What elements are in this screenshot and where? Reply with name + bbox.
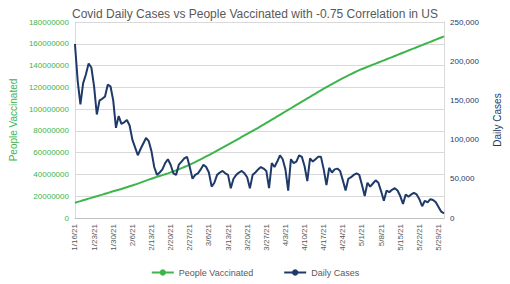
svg-text:2/13/21: 2/13/21 — [147, 223, 156, 250]
svg-text:50,000: 50,000 — [450, 174, 475, 183]
svg-text:1/30/21: 1/30/21 — [109, 223, 118, 250]
svg-text:100000000: 100000000 — [29, 105, 70, 114]
svg-text:80000000: 80000000 — [33, 126, 69, 135]
svg-text:4/10/21: 4/10/21 — [300, 223, 309, 250]
svg-text:5/1/21: 5/1/21 — [357, 223, 366, 246]
svg-text:1/16/21: 1/16/21 — [70, 223, 79, 250]
svg-text:3/27/21: 3/27/21 — [262, 223, 271, 250]
svg-text:Daily Cases: Daily Cases — [492, 93, 503, 146]
svg-text:5/22/21: 5/22/21 — [415, 223, 424, 250]
svg-text:5/8/21: 5/8/21 — [377, 223, 386, 246]
svg-text:4/24/21: 4/24/21 — [338, 223, 347, 250]
svg-text:People Vaccinated: People Vaccinated — [179, 268, 253, 278]
svg-text:40000000: 40000000 — [33, 170, 69, 179]
svg-text:140000000: 140000000 — [29, 61, 70, 70]
svg-text:160000000: 160000000 — [29, 39, 70, 48]
svg-text:20000000: 20000000 — [33, 192, 69, 201]
svg-text:2/6/21: 2/6/21 — [128, 223, 137, 246]
svg-text:3/13/21: 3/13/21 — [224, 223, 233, 250]
svg-text:4/3/21: 4/3/21 — [281, 223, 290, 246]
svg-text:Daily Cases: Daily Cases — [311, 268, 360, 278]
svg-text:2/27/21: 2/27/21 — [185, 223, 194, 250]
svg-text:100,000: 100,000 — [450, 135, 479, 144]
svg-text:5/15/21: 5/15/21 — [396, 223, 405, 250]
svg-text:5/29/21: 5/29/21 — [434, 223, 443, 250]
svg-text:200,000: 200,000 — [450, 57, 479, 66]
svg-text:0: 0 — [450, 214, 455, 223]
svg-text:150,000: 150,000 — [450, 96, 479, 105]
svg-text:3/20/21: 3/20/21 — [243, 223, 252, 250]
svg-text:60000000: 60000000 — [33, 148, 69, 157]
svg-text:People Vaccinated: People Vaccinated — [8, 79, 19, 162]
svg-text:1/23/21: 1/23/21 — [90, 223, 99, 250]
svg-text:120000000: 120000000 — [29, 83, 70, 92]
svg-text:250,000: 250,000 — [450, 18, 479, 27]
svg-text:3/6/21: 3/6/21 — [204, 223, 213, 246]
svg-text:2/20/21: 2/20/21 — [166, 223, 175, 250]
svg-text:4/17/21: 4/17/21 — [319, 223, 328, 250]
svg-text:180000000: 180000000 — [29, 18, 70, 27]
svg-text:Covid Daily Cases vs People Va: Covid Daily Cases vs People Vaccinated w… — [72, 7, 438, 21]
svg-text:0: 0 — [64, 214, 69, 223]
